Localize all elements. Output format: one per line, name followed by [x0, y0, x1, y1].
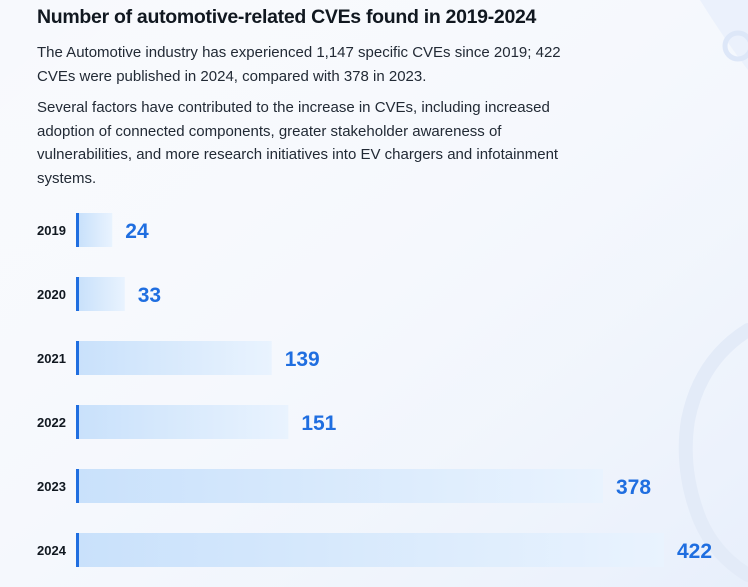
bar-axis-tick-2024 — [76, 533, 79, 567]
intro-paragraph: The Automotive industry has experienced … — [37, 44, 561, 85]
cve-bar-chart: 2019 24 2020 33 2021 139 2022 151 2023 378 2024 422 — [37, 213, 712, 567]
bar-axis-tick-2020 — [76, 277, 79, 311]
bar-2021 — [79, 341, 272, 375]
value-label-2019: 24 — [125, 220, 149, 243]
year-label-2024: 2024 — [37, 543, 67, 558]
bar-2023 — [79, 469, 604, 503]
bar-2022 — [79, 405, 289, 439]
year-label-2022: 2022 — [37, 415, 66, 430]
value-label-2023: 378 — [616, 476, 651, 499]
factors-paragraph: Several factors have contributed to the … — [37, 99, 559, 187]
year-label-2021: 2021 — [37, 351, 66, 366]
bar-2024 — [79, 533, 664, 567]
year-label-2023: 2023 — [37, 479, 66, 494]
bar-axis-tick-2019 — [76, 213, 79, 247]
value-label-2020: 33 — [138, 284, 161, 307]
year-label-2019: 2019 — [37, 223, 66, 238]
bar-axis-tick-2021 — [76, 341, 79, 375]
year-label-2020: 2020 — [37, 287, 66, 302]
value-label-2021: 139 — [285, 348, 320, 371]
bar-axis-tick-2023 — [76, 469, 79, 503]
value-label-2022: 151 — [301, 412, 336, 435]
bar-2020 — [79, 277, 125, 311]
value-label-2024: 422 — [677, 540, 712, 563]
bar-2019 — [79, 213, 113, 247]
bar-axis-tick-2022 — [76, 405, 79, 439]
page-title: Number of automotive-related CVEs found … — [37, 6, 537, 28]
